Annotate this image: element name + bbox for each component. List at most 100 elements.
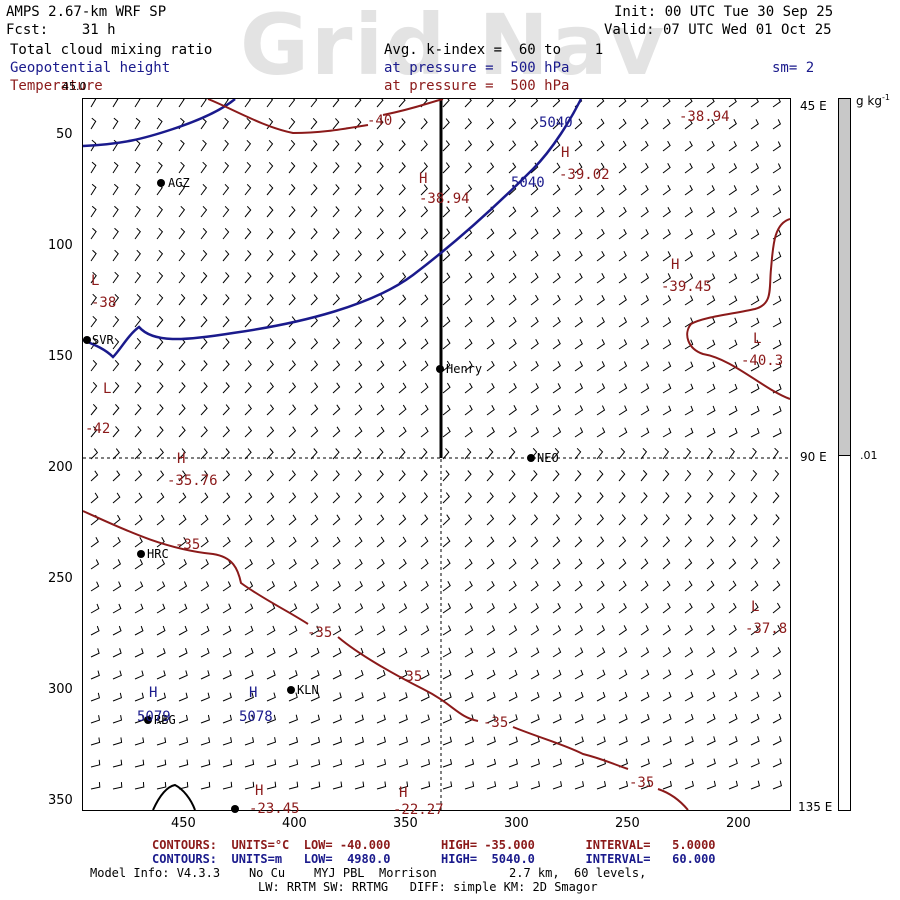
wind-barb bbox=[640, 669, 650, 680]
wind-barb bbox=[222, 514, 231, 526]
wind-barb bbox=[750, 602, 759, 614]
wind-barb bbox=[464, 492, 472, 504]
wind-barb bbox=[662, 669, 672, 680]
temp-center-marker: H bbox=[671, 257, 680, 273]
wind-barb bbox=[442, 140, 450, 152]
wind-barb bbox=[508, 736, 518, 746]
wind-barb bbox=[662, 758, 672, 768]
wind-barb bbox=[332, 647, 342, 658]
wind-barb bbox=[706, 736, 716, 746]
wind-barb bbox=[464, 736, 474, 746]
wind-barb bbox=[662, 405, 672, 416]
wind-barb bbox=[200, 360, 208, 372]
wind-barb bbox=[266, 781, 277, 790]
wind-barb bbox=[134, 715, 145, 724]
wind-barb bbox=[178, 603, 188, 614]
wind-barb bbox=[486, 184, 495, 196]
temp-contour-minus35-a bbox=[82, 510, 309, 625]
wind-barb bbox=[552, 405, 562, 416]
wind-barb bbox=[288, 360, 296, 372]
wind-barb bbox=[596, 427, 606, 438]
wind-barb bbox=[552, 781, 563, 790]
wind-barb bbox=[464, 96, 472, 108]
wind-barb bbox=[222, 603, 232, 614]
wind-barb bbox=[420, 228, 429, 240]
temp-label: -35 bbox=[629, 775, 655, 791]
wind-barb bbox=[596, 317, 605, 328]
wind-barb bbox=[266, 382, 274, 394]
wind-barb bbox=[244, 536, 253, 548]
wind-barb bbox=[222, 470, 231, 482]
wind-barb bbox=[596, 602, 605, 614]
wind-barb bbox=[288, 647, 298, 658]
wind-barb bbox=[376, 647, 386, 658]
wind-barb bbox=[574, 691, 584, 702]
wind-barb bbox=[332, 448, 340, 460]
wind-barb bbox=[442, 492, 450, 504]
wind-barb bbox=[354, 360, 363, 372]
wind-barb bbox=[134, 670, 144, 680]
lon-label: 135 E bbox=[798, 800, 833, 814]
wind-barb bbox=[684, 118, 693, 130]
wind-barb bbox=[596, 228, 605, 240]
wind-barb bbox=[156, 581, 166, 592]
wind-barb bbox=[134, 737, 145, 746]
temp-label: -39.02 bbox=[559, 167, 610, 183]
wind-barb bbox=[530, 360, 539, 372]
wind-barb bbox=[750, 251, 760, 262]
wind-barb bbox=[464, 514, 473, 526]
wind-barb bbox=[310, 759, 321, 768]
wind-barb bbox=[640, 602, 649, 614]
wind-barb bbox=[706, 185, 715, 196]
wind-barb bbox=[376, 162, 384, 174]
wind-barb bbox=[310, 228, 318, 240]
wind-barb bbox=[486, 514, 495, 526]
wind-barb bbox=[662, 361, 672, 372]
wind-barb bbox=[706, 361, 716, 372]
wind-barb bbox=[552, 669, 562, 680]
y-tick-label: 300 bbox=[48, 682, 73, 697]
wind-barb bbox=[134, 139, 141, 152]
wind-barb bbox=[398, 338, 407, 350]
wind-barb bbox=[156, 293, 164, 306]
wind-barb bbox=[508, 536, 517, 548]
wind-barb bbox=[244, 448, 252, 460]
wind-barb bbox=[596, 691, 606, 702]
wind-barb bbox=[750, 558, 759, 570]
wind-barb bbox=[530, 470, 538, 482]
wind-barb bbox=[376, 118, 384, 130]
wind-barb bbox=[288, 426, 297, 438]
wind-barb bbox=[376, 316, 385, 328]
wind-barb bbox=[178, 737, 189, 746]
wind-barb bbox=[354, 426, 363, 438]
wind-barb bbox=[574, 162, 583, 174]
wind-barbs bbox=[90, 95, 782, 790]
wind-barb bbox=[618, 228, 627, 240]
wind-barb bbox=[134, 337, 142, 350]
wind-barb bbox=[442, 250, 451, 262]
wind-barb bbox=[420, 759, 431, 768]
wind-barb bbox=[310, 338, 319, 350]
wind-barb bbox=[662, 317, 672, 328]
wind-barb bbox=[706, 447, 713, 460]
map-plot[interactable]: AGZ SVR Henry NEO HRC KLN RBG 5040 5040 … bbox=[82, 95, 791, 818]
wind-barb bbox=[596, 470, 604, 482]
temp-center-marker: H bbox=[177, 451, 186, 467]
wind-barb bbox=[288, 228, 296, 240]
temp-label: -38 bbox=[91, 295, 117, 311]
wind-barb bbox=[486, 162, 495, 174]
wind-barb bbox=[706, 514, 714, 526]
wind-barb bbox=[508, 250, 517, 262]
wind-barb bbox=[354, 250, 362, 262]
wind-barb bbox=[222, 294, 230, 306]
wind-barb bbox=[596, 647, 606, 658]
wind-barb bbox=[684, 536, 693, 548]
wind-barb bbox=[728, 229, 738, 240]
wind-barb bbox=[640, 758, 650, 768]
wind-barb bbox=[442, 603, 452, 614]
wind-barb bbox=[398, 228, 407, 240]
wind-barb bbox=[266, 714, 276, 724]
wind-barb bbox=[90, 715, 101, 724]
wind-barb bbox=[706, 536, 715, 548]
wind-barb bbox=[310, 272, 318, 284]
